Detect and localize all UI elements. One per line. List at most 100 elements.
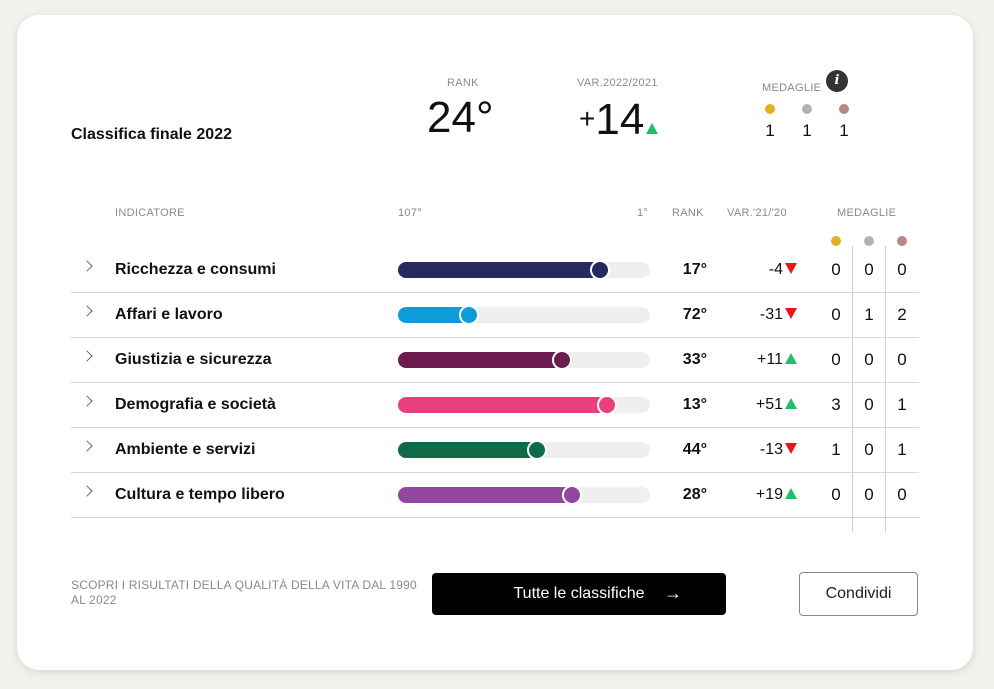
table-row[interactable]: Affari e lavoro 72° -31 0 1 2 xyxy=(71,293,919,338)
up-arrow-icon xyxy=(785,353,797,364)
rank-bar-fill xyxy=(398,352,562,368)
gold-count: 1 xyxy=(831,440,841,459)
header-medals: MEDAGLIE xyxy=(837,207,897,219)
indicator-variation: +11 xyxy=(731,351,797,369)
medals-label: MEDAGLIE xyxy=(762,82,822,94)
variation-label: VAR.2022/2021 xyxy=(577,77,658,89)
chevron-right-icon[interactable] xyxy=(81,395,93,407)
variation-value: +14 xyxy=(579,95,659,145)
rank-bar-knob xyxy=(597,395,617,415)
gold-count: 3 xyxy=(831,395,841,414)
chevron-right-icon[interactable] xyxy=(81,440,93,452)
gold-count: 0 xyxy=(831,260,841,279)
bronze-count: 2 xyxy=(897,305,907,324)
rank-label: RANK xyxy=(447,77,479,89)
variation-number: -13 xyxy=(759,441,783,458)
bronze-count: 1 xyxy=(897,440,907,459)
medal-dot-icon xyxy=(864,236,874,246)
up-arrow-icon xyxy=(785,488,797,499)
header-scale-max: 1° xyxy=(637,207,649,219)
medal-count: 1 xyxy=(765,121,775,140)
rank-bar-fill xyxy=(398,262,600,278)
rank-bar xyxy=(398,350,650,370)
gold-count: 0 xyxy=(831,305,841,324)
down-arrow-icon xyxy=(785,263,797,274)
bronze-count: 0 xyxy=(897,350,907,369)
chevron-right-icon[interactable] xyxy=(81,305,93,317)
medal-dot-icon xyxy=(765,104,775,114)
silver-count: 1 xyxy=(864,305,874,324)
silver-count: 0 xyxy=(864,440,874,459)
header-rank: RANK xyxy=(672,207,704,219)
gold-count: 0 xyxy=(831,485,841,504)
up-arrow-icon xyxy=(646,123,659,134)
rank-bar xyxy=(398,395,650,415)
silver-count: 0 xyxy=(864,395,874,414)
header-scale-min: 107° xyxy=(398,207,422,219)
variation-number: +51 xyxy=(755,396,783,413)
rank-bar xyxy=(398,440,650,460)
table-row[interactable]: Ambiente e servizi 44° -13 1 0 1 xyxy=(71,428,919,473)
chevron-right-icon[interactable] xyxy=(81,350,93,362)
silver-count: 0 xyxy=(864,350,874,369)
ranking-card: Classifica finale 2022 RANK 24° VAR.2022… xyxy=(17,15,973,670)
table-row[interactable]: Cultura e tempo libero 28° +19 0 0 0 xyxy=(71,473,919,518)
indicator-rank: 13° xyxy=(682,396,707,413)
down-arrow-icon xyxy=(785,308,797,319)
rank-bar-knob xyxy=(552,350,572,370)
all-rankings-button[interactable]: Tutte le classifiche → xyxy=(432,573,726,615)
table-row[interactable]: Ricchezza e consumi 17° -4 0 0 0 xyxy=(71,248,919,293)
medal-dot-icon xyxy=(802,104,812,114)
rank-bar xyxy=(398,485,650,505)
silver-count: 0 xyxy=(864,260,874,279)
medal-column-divider xyxy=(852,246,853,532)
arrow-right-icon: → xyxy=(664,583,682,603)
indicator-variation: -4 xyxy=(731,261,797,279)
chevron-right-icon[interactable] xyxy=(81,260,93,272)
info-icon[interactable]: i xyxy=(826,70,848,92)
rank-bar xyxy=(398,305,650,325)
rank-bar-fill xyxy=(398,442,537,458)
variation-number: -4 xyxy=(768,261,783,278)
bronze-count: 0 xyxy=(897,485,907,504)
table-row[interactable]: Demografia e società 13° +51 3 0 1 xyxy=(71,383,919,428)
variation-number: +19 xyxy=(755,486,783,503)
indicator-rank: 28° xyxy=(682,486,707,503)
medal-count: 1 xyxy=(839,121,849,140)
medal-column-divider xyxy=(885,246,886,532)
variation-sign: + xyxy=(579,103,596,134)
medal-dot-icon xyxy=(897,236,907,246)
rank-bar xyxy=(398,260,650,280)
chevron-right-icon[interactable] xyxy=(81,485,93,497)
all-rankings-label: Tutte le classifiche xyxy=(513,585,645,602)
indicator-name: Affari e lavoro xyxy=(115,306,223,323)
rank-bar-fill xyxy=(398,307,469,323)
indicator-variation: +51 xyxy=(731,396,797,414)
share-button[interactable]: Condividi xyxy=(799,572,918,616)
silver-count: 0 xyxy=(864,485,874,504)
rank-value: 24° xyxy=(427,93,494,142)
indicator-rank: 72° xyxy=(682,306,707,323)
indicator-name: Giustizia e sicurezza xyxy=(115,351,272,368)
rank-bar-knob xyxy=(459,305,479,325)
indicator-rank: 33° xyxy=(682,351,707,368)
down-arrow-icon xyxy=(785,443,797,454)
indicator-variation: -31 xyxy=(731,306,797,324)
header-variation: VAR.'21/'20 xyxy=(727,207,787,219)
indicator-rank: 17° xyxy=(682,261,707,278)
rank-bar-knob xyxy=(562,485,582,505)
up-arrow-icon xyxy=(785,398,797,409)
final-ranking-title: Classifica finale 2022 xyxy=(71,126,232,143)
variation-number: 14 xyxy=(595,95,645,144)
indicator-name: Ambiente e servizi xyxy=(115,441,256,458)
rank-bar-knob xyxy=(527,440,547,460)
indicator-name: Ricchezza e consumi xyxy=(115,261,276,278)
bronze-count: 0 xyxy=(897,260,907,279)
indicator-variation: -13 xyxy=(731,441,797,459)
table-row[interactable]: Giustizia e sicurezza 33° +11 0 0 0 xyxy=(71,338,919,383)
rank-bar-knob xyxy=(590,260,610,280)
rank-bar-fill xyxy=(398,487,572,503)
indicator-name: Cultura e tempo libero xyxy=(115,486,285,503)
variation-number: +11 xyxy=(757,351,783,368)
medal-dot-icon xyxy=(839,104,849,114)
